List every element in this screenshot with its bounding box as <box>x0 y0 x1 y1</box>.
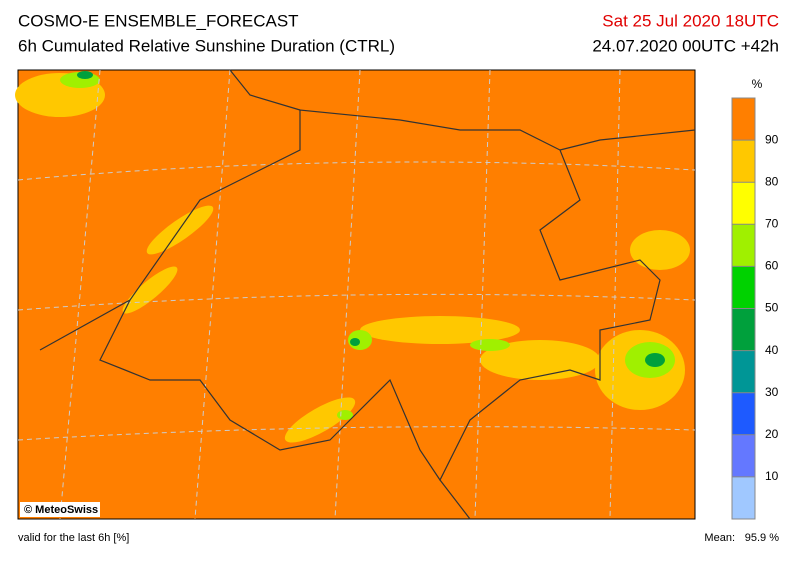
colorbar-bin <box>732 182 755 225</box>
colorbar-tick-label: 50 <box>765 301 779 315</box>
colorbar-bin <box>732 224 755 267</box>
colorbar-bin <box>732 350 755 393</box>
colorbar-bin <box>732 476 755 519</box>
footer-note: valid for the last 6h [%] <box>18 532 129 544</box>
graticule <box>17 69 696 520</box>
colorbar-bin <box>732 98 755 141</box>
credit: © MeteoSwiss <box>24 504 98 516</box>
colorbar-bin <box>732 392 755 435</box>
colorbar-tick-label: 60 <box>765 259 779 273</box>
sunshine-patches <box>77 71 665 367</box>
colorbar-unit: % <box>752 77 763 91</box>
title: COSMO-E ENSEMBLE_FORECAST <box>18 11 299 30</box>
colorbar-tick-label: 90 <box>765 132 779 146</box>
subtitle: 6h Cumulated Relative Sunshine Duration … <box>18 36 395 55</box>
valid-time: Sat 25 Jul 2020 18UTC <box>602 11 779 30</box>
credit-box <box>20 502 100 517</box>
colorbar-bin <box>732 266 755 309</box>
colorbar-tick-label: 40 <box>765 343 779 357</box>
run-time: 24.07.2020 00UTC +42h <box>592 36 779 55</box>
colorbar-tick-label: 20 <box>765 427 779 441</box>
colorbar-bin <box>732 434 755 477</box>
mean-value: 95.9 % <box>745 532 779 544</box>
colorbar-bin <box>732 308 755 351</box>
colorbar-tick-label: 80 <box>765 174 779 188</box>
colorbar-tick-label: 30 <box>765 385 779 399</box>
colorbar-tick-label: 70 <box>765 216 779 230</box>
borders <box>39 69 696 520</box>
map: © MeteoSwiss <box>15 69 696 520</box>
colorbar-tick-label: 10 <box>765 469 779 483</box>
mean-label: Mean: <box>704 532 735 544</box>
colorbar: % 10 20 30 40 50 60 70 80 90 <box>731 77 779 520</box>
colorbar-bin <box>732 140 755 183</box>
